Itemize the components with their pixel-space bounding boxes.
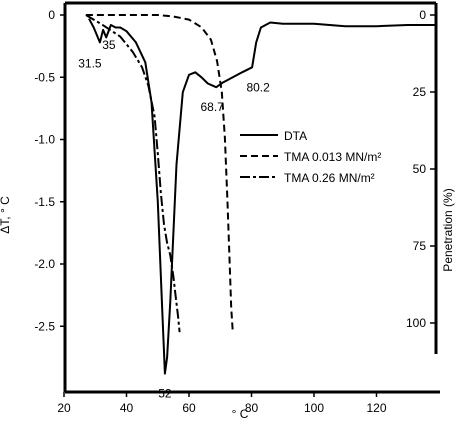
series-line-tma-low	[85, 14, 234, 333]
left-tick-label: -1.5	[34, 195, 55, 209]
legend: DTA TMA 0.013 MN/m² TMA 0.26 MN/m²	[240, 129, 381, 185]
x-tick-label: 80	[245, 401, 259, 415]
series-line-dta	[88, 18, 436, 375]
series-layer	[85, 14, 436, 375]
peak-label: 52	[158, 387, 172, 401]
peak-label: 31.5	[78, 56, 102, 70]
peak-label: 35	[102, 38, 116, 52]
right-tick-label: 0	[419, 8, 426, 22]
left-axis-title: ΔT, ° C	[0, 196, 12, 234]
legend-label-dta: DTA	[284, 129, 307, 143]
left-tick-group: 0 -0.5 -1.0 -1.5 -2.0 -2.5	[34, 8, 65, 333]
x-tick-label: 60	[182, 401, 196, 415]
left-tick-label: 0	[48, 8, 55, 22]
legend-label-tma-high: TMA 0.26 MN/m²	[284, 171, 375, 185]
x-axis-title: ° C	[232, 407, 249, 421]
left-tick-label: -1.0	[34, 133, 55, 147]
right-tick-label: 50	[413, 162, 427, 176]
x-tick-label: 20	[57, 401, 71, 415]
left-tick-label: -2.5	[34, 319, 55, 333]
x-tick-label: 120	[366, 401, 386, 415]
legend-label-tma-low: TMA 0.013 MN/m²	[284, 150, 381, 164]
right-axis-title: Penetration (%)	[441, 188, 455, 271]
right-tick-label: 100	[406, 316, 426, 330]
peak-label: 80.2	[246, 80, 270, 94]
left-tick-label: -2.0	[34, 257, 55, 271]
series-line-tma-high	[85, 14, 181, 333]
x-tick-group: 20 40 60 80 100 120	[57, 392, 387, 415]
peak-label: 68.7	[201, 100, 225, 114]
right-tick-group: 0 25 50 75 100	[406, 8, 436, 330]
right-tick-label: 25	[413, 85, 427, 99]
x-tick-label: 40	[120, 401, 134, 415]
peak-label-group: 31.535 52 68.7 80.2	[78, 38, 270, 401]
right-tick-label: 75	[413, 239, 427, 253]
x-tick-label: 100	[304, 401, 324, 415]
left-tick-label: -0.5	[34, 70, 55, 84]
